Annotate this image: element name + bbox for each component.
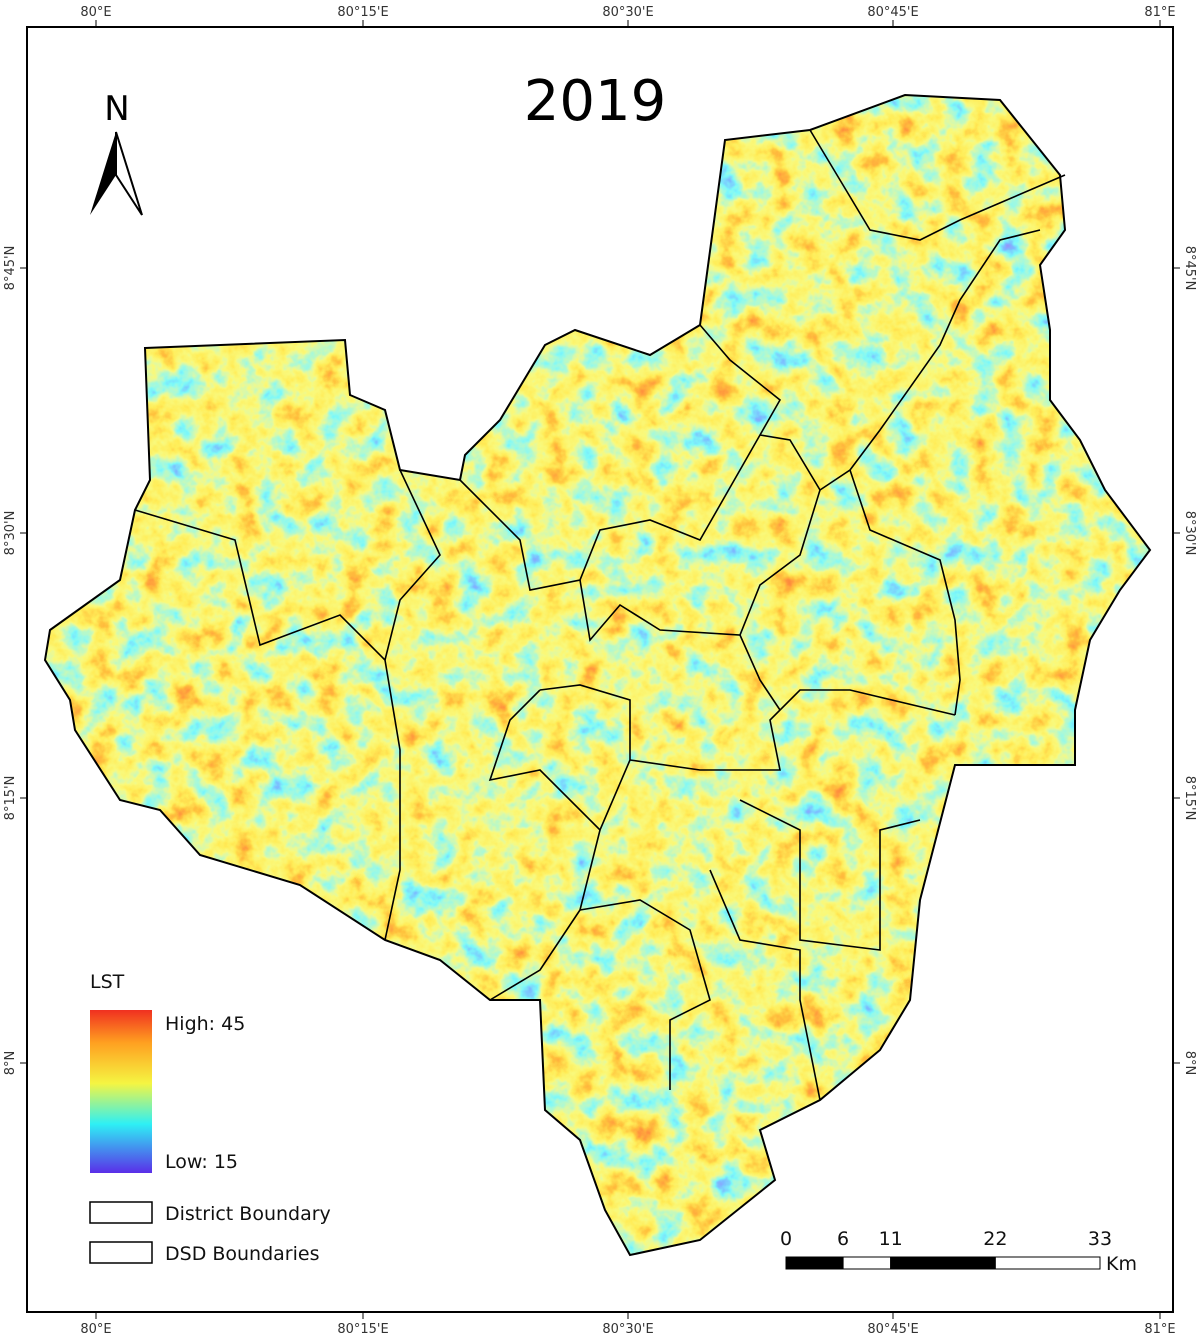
lat-label: 8°N (3, 1051, 18, 1076)
legend-item: District Boundary (165, 1203, 331, 1225)
lst-raster (45, 95, 1150, 1255)
scale-segment (842, 1256, 892, 1270)
lat-label: 8°45'N (1182, 246, 1197, 291)
legend-swatch (89, 1241, 153, 1264)
lat-label: 8°30'N (3, 511, 18, 556)
map-title: 2019 (524, 69, 667, 134)
scale-label: 22 (983, 1228, 1007, 1250)
map-frame (26, 26, 1174, 1313)
lon-label: 80°45'E (867, 5, 918, 20)
legend-title: LST (90, 971, 125, 993)
coordinates: 80°E 80°E 80°15'E 80°15'E 80°30'E 80°30'E 80°4… (3, 5, 1197, 1337)
north-arrow: N (90, 89, 143, 216)
lon-label: 80°E (80, 5, 111, 20)
scale-segment (890, 1256, 996, 1270)
legend-item: DSD Boundaries (165, 1243, 320, 1265)
dsd-boundaries (134, 129, 1066, 1101)
legend-high: High: 45 (165, 1013, 245, 1035)
lon-label: 80°30'E (602, 5, 653, 20)
scale-segment (994, 1256, 1101, 1270)
lon-label: 80°15'E (337, 5, 388, 20)
lon-label: 80°45'E (867, 1322, 918, 1337)
legend-low: Low: 15 (165, 1151, 238, 1173)
lon-label: 81°E (1144, 1322, 1175, 1337)
legend-ramp (90, 1010, 152, 1173)
lat-label: 8°15'N (1182, 776, 1197, 821)
scale-label: 33 (1088, 1228, 1112, 1250)
scale-label: 11 (879, 1228, 903, 1250)
scale-bar: 0 6 11 22 33 Km (780, 1228, 1137, 1275)
scale-label: 6 (837, 1228, 849, 1250)
lon-label: 81°E (1144, 5, 1175, 20)
lat-label: 8°30'N (1182, 511, 1197, 556)
lat-label: 8°15'N (3, 776, 18, 821)
scale-label: 0 (780, 1228, 792, 1250)
scale-unit: Km (1106, 1253, 1137, 1275)
scale-segment (785, 1256, 844, 1270)
north-label: N (104, 89, 129, 129)
lon-label: 80°30'E (602, 1322, 653, 1337)
lat-label: 8°45'N (3, 246, 18, 291)
lon-label: 80°E (80, 1322, 111, 1337)
legend-swatch (89, 1201, 153, 1224)
lat-label: 8°N (1182, 1051, 1197, 1076)
lon-label: 80°15'E (337, 1322, 388, 1337)
